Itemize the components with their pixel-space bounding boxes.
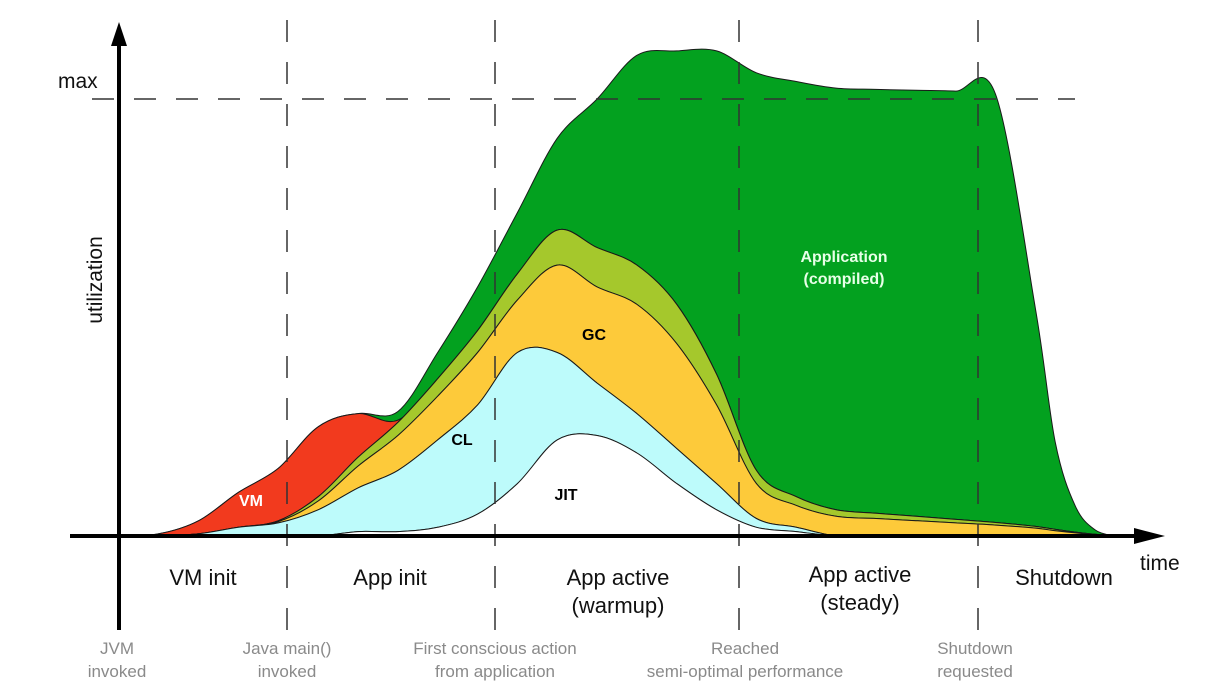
x-axis-label: time [1140,552,1180,575]
event-shutdown-requested-line1: Shutdown [937,639,1013,658]
event-shutdown-requested-line2: requested [937,662,1013,681]
event-first-action-line1: First conscious action [413,639,576,658]
phase-label-shutdown: Shutdown [1015,565,1113,590]
region-label-application-compiled: Application [800,249,887,266]
y-axis-arrow-icon [111,22,127,46]
phase-label-app-active-steady: App active [809,562,912,587]
phase-labels: VM init App init App active (warmup) App… [169,562,1113,618]
region-label-cl: CL [451,432,473,449]
y-axis-label: utilization [84,236,107,324]
event-jvm-invoked-line2: invoked [88,662,147,681]
region-label-gc: GC [582,327,606,344]
guide-lines [92,20,1075,632]
area-layers [118,48,1116,538]
phase-sublabel-steady: (steady) [820,590,899,615]
region-label-vm: VM [239,493,263,510]
event-semi-optimal-line1: Reached [711,639,779,658]
axes [70,22,1165,630]
event-first-action-line2: from application [435,662,555,681]
phase-label-app-active-warmup: App active [567,565,670,590]
event-main-invoked-line2: invoked [258,662,317,681]
event-semi-optimal-line2: semi-optimal performance [647,662,844,681]
phase-sublabel-warmup: (warmup) [572,593,665,618]
event-jvm-invoked-line1: JVM [100,639,134,658]
event-labels: JVM invoked Java main() invoked First co… [88,639,1013,681]
region-label-jit: JIT [554,487,577,504]
region-labels: JIT CL GC VM Application (compiled) [239,249,888,510]
region-label-application-compiled: (compiled) [804,271,885,288]
max-label: max [58,70,98,93]
event-main-invoked-line1: Java main() [243,639,332,658]
phase-label-vm-init: VM init [169,565,236,590]
phase-label-app-init: App init [353,565,426,590]
x-axis-arrow-icon [1134,528,1165,544]
